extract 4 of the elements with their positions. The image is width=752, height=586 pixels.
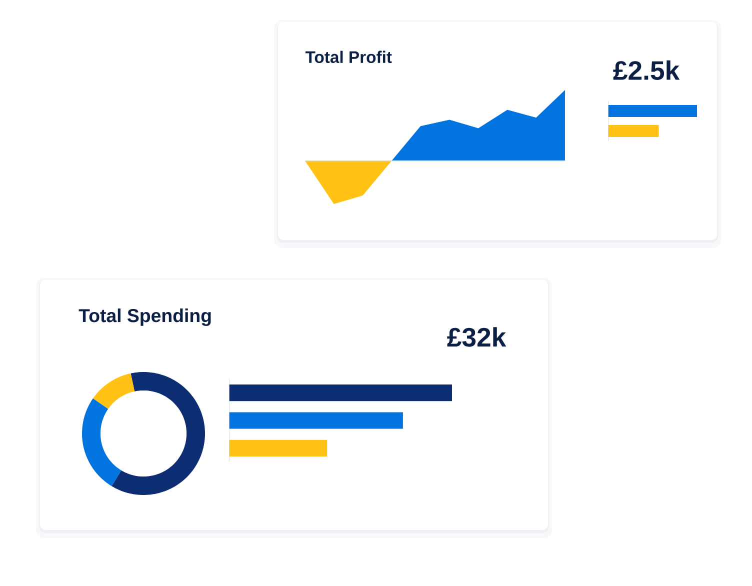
chart-title: Total Spending xyxy=(78,308,211,326)
chart-title: £32k xyxy=(447,327,506,347)
chart-title: Total Profit xyxy=(305,50,392,64)
chart-title: £2.5k xyxy=(613,60,680,80)
